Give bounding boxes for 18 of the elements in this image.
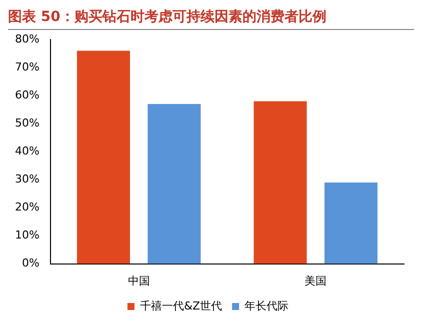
legend-label: 年长代际: [244, 299, 289, 312]
bar: [148, 104, 201, 264]
y-tick-label: 30%: [14, 172, 40, 186]
y-tick-label: 70%: [14, 60, 40, 74]
bar: [324, 182, 378, 264]
y-tick-label: 0%: [22, 256, 40, 270]
bar: [76, 50, 130, 264]
y-tick-label: 60%: [14, 88, 40, 102]
y-tick-label: 40%: [14, 144, 40, 158]
y-tick-label: 50%: [14, 116, 40, 130]
x-tick-label: 中国: [128, 274, 150, 288]
legend-label: 千禧一代&Z世代: [140, 299, 222, 312]
bar: [254, 101, 307, 264]
chart-title: 图表 50：购买钻石时考虑可持续因素的消费者比例: [8, 8, 414, 30]
x-tick-label: 美国: [304, 274, 327, 288]
y-tick-label: 10%: [14, 228, 40, 242]
y-tick-label: 20%: [14, 200, 40, 214]
y-tick-label: 80%: [14, 32, 40, 46]
